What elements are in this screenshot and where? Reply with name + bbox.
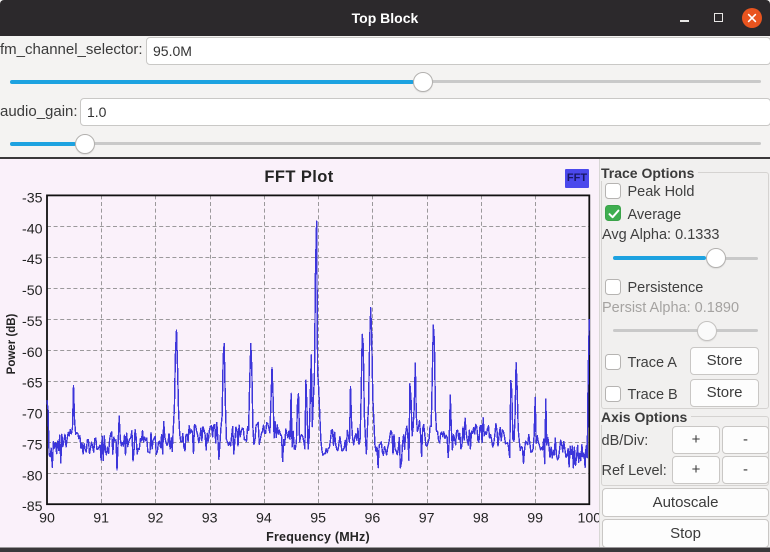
svg-text:-55: -55 — [22, 314, 43, 330]
svg-text:91: 91 — [93, 511, 109, 527]
svg-text:92: 92 — [148, 511, 164, 527]
svg-text:97: 97 — [419, 511, 435, 527]
svg-text:Frequency (MHz): Frequency (MHz) — [266, 530, 370, 544]
svg-text:Power (dB): Power (dB) — [6, 313, 18, 374]
svg-text:-70: -70 — [22, 407, 43, 423]
svg-text:90: 90 — [39, 511, 55, 527]
svg-text:-80: -80 — [22, 468, 43, 484]
svg-text:98: 98 — [473, 511, 489, 527]
svg-text:99: 99 — [527, 511, 543, 527]
svg-text:-60: -60 — [22, 345, 43, 361]
svg-text:93: 93 — [202, 511, 218, 527]
svg-text:FFT Plot: FFT Plot — [264, 168, 333, 186]
svg-text:94: 94 — [256, 511, 272, 527]
svg-text:100: 100 — [577, 511, 599, 527]
svg-text:96: 96 — [365, 511, 381, 527]
svg-text:-35: -35 — [22, 190, 43, 206]
svg-text:-65: -65 — [22, 376, 43, 392]
svg-text:-75: -75 — [22, 437, 43, 453]
svg-text:-50: -50 — [22, 283, 43, 299]
svg-text:-45: -45 — [22, 252, 43, 268]
svg-text:-40: -40 — [22, 221, 43, 237]
svg-text:-85: -85 — [22, 499, 43, 515]
svg-text:95: 95 — [310, 511, 326, 527]
